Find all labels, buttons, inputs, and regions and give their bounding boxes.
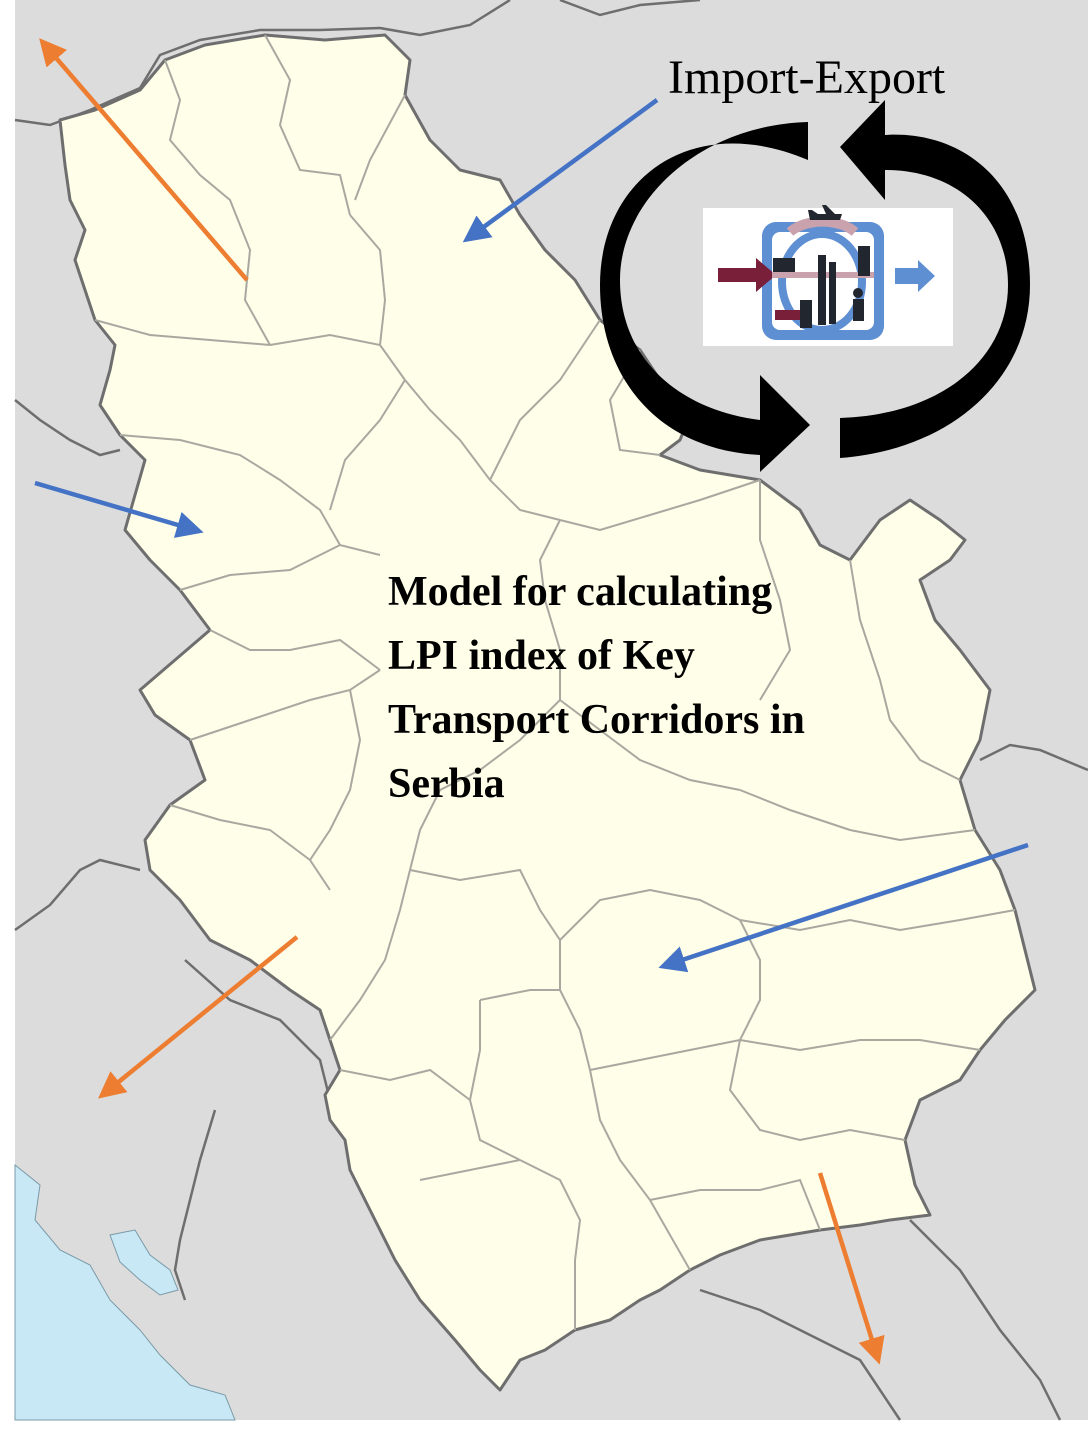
export-arrow-southwest <box>98 935 299 1099</box>
sea-area <box>14 1163 236 1421</box>
caption-line-2: LPI index of Key <box>388 633 695 679</box>
cycle-arrow-right <box>840 100 1030 458</box>
caption-line-1: Model for calculating <box>388 569 773 615</box>
trade-flow-arrows <box>34 38 1029 1365</box>
import-export-label: Import-Export <box>668 51 946 104</box>
lake-skadar <box>109 1229 179 1296</box>
map-caption: Model for calculating LPI index of Key T… <box>388 560 948 816</box>
district-borders <box>94 34 1016 1330</box>
export-arrow-northwest <box>39 38 249 282</box>
import-arrow-east <box>658 842 1029 973</box>
import-arrow-west <box>34 480 204 538</box>
export-arrow-south <box>817 1172 885 1365</box>
cycle-arrow-left <box>600 122 810 472</box>
logistics-trade-icon <box>703 205 953 346</box>
caption-line-3: Transport Corridors in <box>388 697 805 743</box>
import-arrow-northeast <box>462 98 659 243</box>
caption-line-4: Serbia <box>388 761 505 807</box>
import-export-cycle <box>600 100 1030 472</box>
